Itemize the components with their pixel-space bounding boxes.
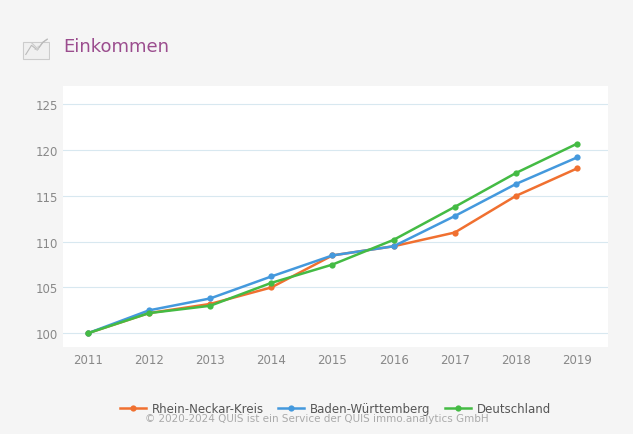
- Deutschland: [329, 263, 336, 268]
- Deutschland: [451, 205, 458, 210]
- Baden-Württemberg: [573, 155, 581, 161]
- Text: ↘: ↘: [28, 39, 40, 53]
- Line: Baden-Württemberg: Baden-Württemberg: [85, 155, 580, 337]
- Baden-Württemberg: [451, 214, 458, 219]
- Rhein-Neckar-Kreis: [573, 166, 581, 171]
- Deutschland: [145, 311, 153, 316]
- Baden-Württemberg: [390, 244, 398, 249]
- Rhein-Neckar-Kreis: [206, 302, 214, 307]
- Line: Deutschland: Deutschland: [85, 141, 580, 337]
- Deutschland: [573, 142, 581, 147]
- Rhein-Neckar-Kreis: [451, 230, 458, 236]
- Deutschland: [390, 238, 398, 243]
- Rhein-Neckar-Kreis: [268, 285, 275, 290]
- Text: © 2020-2024 QUIS ist ein Service der QUIS immo.analytics GmbH: © 2020-2024 QUIS ist ein Service der QUI…: [145, 413, 488, 423]
- Rhein-Neckar-Kreis: [329, 253, 336, 258]
- Baden-Württemberg: [145, 308, 153, 313]
- Rhein-Neckar-Kreis: [390, 244, 398, 249]
- Rhein-Neckar-Kreis: [84, 331, 92, 336]
- Deutschland: [84, 331, 92, 336]
- Deutschland: [268, 281, 275, 286]
- Rhein-Neckar-Kreis: [145, 311, 153, 316]
- Text: Einkommen: Einkommen: [63, 37, 169, 56]
- Baden-Württemberg: [512, 182, 520, 187]
- Deutschland: [512, 171, 520, 176]
- Bar: [23, 43, 49, 60]
- Legend: Rhein-Neckar-Kreis, Baden-Württemberg, Deutschland: Rhein-Neckar-Kreis, Baden-Württemberg, D…: [115, 397, 556, 419]
- Deutschland: [206, 303, 214, 309]
- Baden-Württemberg: [84, 331, 92, 336]
- Baden-Württemberg: [329, 253, 336, 258]
- Line: Rhein-Neckar-Kreis: Rhein-Neckar-Kreis: [85, 166, 580, 337]
- Baden-Württemberg: [206, 296, 214, 301]
- Baden-Württemberg: [268, 274, 275, 279]
- Rhein-Neckar-Kreis: [512, 194, 520, 199]
